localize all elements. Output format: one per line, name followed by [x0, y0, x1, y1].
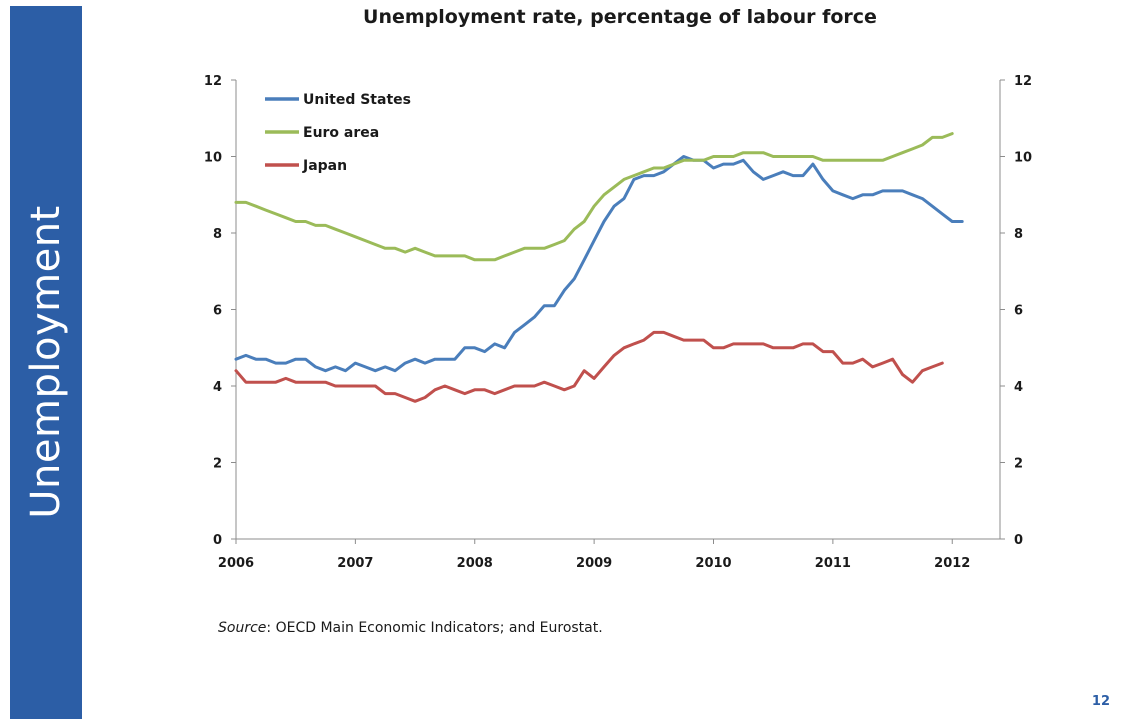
series-line-euro-area: [234, 132, 954, 262]
y-tick-label-right: 10: [1014, 151, 1032, 166]
page-number: 12: [1091, 694, 1110, 709]
y-tick-label-right: 6: [1014, 304, 1023, 319]
legend-label-united-states: United States: [303, 92, 411, 108]
x-tick-label: 2010: [695, 556, 731, 571]
series-line-japan: [234, 330, 944, 403]
x-tick-label: 2006: [218, 556, 254, 571]
y-tick-label-left: 0: [213, 533, 222, 548]
y-tick-label-right: 8: [1014, 227, 1023, 242]
side-band: [10, 6, 82, 719]
source-text: : OECD Main Economic Indicators; and Eur…: [266, 620, 603, 636]
y-tick-label-left: 6: [213, 304, 222, 319]
series-line-united-states: [234, 155, 964, 373]
y-tick-label-left: 4: [213, 380, 222, 395]
y-tick-label-left: 10: [204, 151, 222, 166]
y-tick-label-left: 12: [204, 74, 222, 89]
y-tick-label-right: 4: [1014, 380, 1023, 395]
source-note: Source: OECD Main Economic Indicators; a…: [218, 620, 603, 636]
y-tick-label-right: 0: [1014, 533, 1023, 548]
legend-label-japan: Japan: [302, 158, 347, 174]
y-tick-label-right: 2: [1014, 457, 1023, 472]
chart-title: Unemployment rate, percentage of labour …: [363, 6, 877, 28]
x-tick-label: 2009: [576, 556, 612, 571]
legend-label-euro-area: Euro area: [303, 125, 379, 141]
y-tick-label-right: 12: [1014, 74, 1032, 89]
x-tick-label: 2008: [457, 556, 493, 571]
x-tick-label: 2012: [934, 556, 970, 571]
y-tick-label-left: 2: [213, 457, 222, 472]
x-tick-label: 2007: [337, 556, 373, 571]
y-tick-label-left: 8: [213, 227, 222, 242]
source-label: Source: [218, 620, 267, 636]
x-tick-label: 2011: [815, 556, 851, 571]
